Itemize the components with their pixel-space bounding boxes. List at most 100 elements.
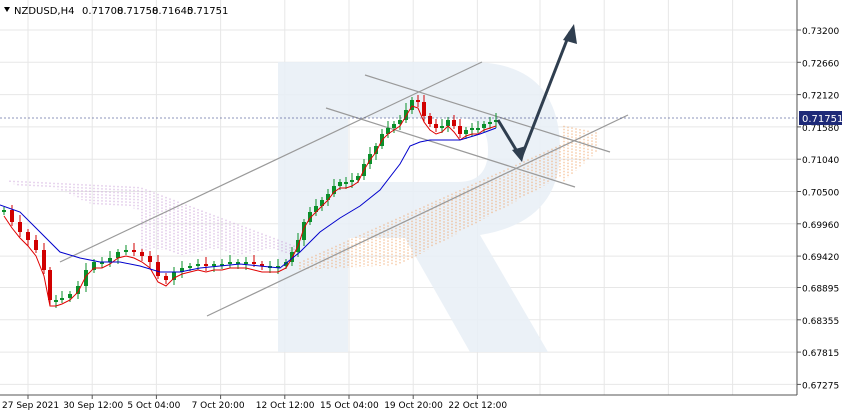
dropdown-triangle-icon[interactable] bbox=[4, 7, 10, 12]
time-tick-label: 15 Oct 04:00 bbox=[320, 401, 379, 411]
candle-body bbox=[228, 262, 232, 264]
high-value: 0.71758 bbox=[117, 6, 158, 17]
close-value: 0.71751 bbox=[187, 6, 228, 17]
candle-body bbox=[140, 252, 144, 256]
time-axis[interactable]: 27 Sep 2021 30 Sep 12:00 5 Oct 04:00 7 Oct … bbox=[2, 395, 507, 411]
watermark-logo bbox=[278, 62, 560, 352]
current-price-marker: 0.71751 bbox=[0, 111, 843, 125]
candle-body bbox=[196, 264, 200, 266]
candle-body bbox=[488, 122, 492, 124]
price-tick-label: 0.68895 bbox=[802, 285, 839, 295]
candle-body bbox=[34, 240, 38, 250]
low-value: 0.71645 bbox=[152, 6, 193, 17]
candle-body bbox=[404, 110, 408, 120]
candle-body bbox=[180, 268, 184, 272]
trend-line[interactable] bbox=[325, 107, 576, 188]
candle-body bbox=[212, 264, 216, 266]
candle-body bbox=[476, 128, 480, 130]
candle-body bbox=[434, 124, 438, 128]
candle-body bbox=[332, 186, 336, 194]
candle-body bbox=[48, 270, 52, 300]
candle-body bbox=[386, 128, 390, 134]
candle-body bbox=[350, 180, 354, 182]
candle-body bbox=[68, 294, 72, 298]
price-tick-label: 0.68355 bbox=[802, 317, 839, 327]
price-tick-label: 0.70500 bbox=[802, 189, 839, 199]
candle-body bbox=[482, 124, 486, 128]
candle-body bbox=[284, 262, 288, 266]
candle-body bbox=[320, 200, 324, 206]
price-tick-label: 0.72120 bbox=[802, 92, 839, 102]
ichimoku-lines bbox=[0, 105, 497, 307]
open-value: 0.71708 bbox=[82, 6, 123, 17]
candle-body bbox=[356, 176, 360, 180]
candle-body bbox=[164, 276, 168, 280]
candle-body bbox=[116, 252, 120, 258]
price-tick-label: 0.73200 bbox=[802, 27, 839, 37]
candle-body bbox=[470, 128, 474, 130]
trend-line[interactable] bbox=[364, 74, 611, 153]
time-tick-label: 22 Oct 12:00 bbox=[448, 401, 507, 411]
arrow-head-up-icon bbox=[563, 24, 577, 44]
candle-body bbox=[92, 262, 96, 270]
candle-body bbox=[338, 182, 342, 186]
candle-body bbox=[458, 126, 462, 134]
forecast-arrows[interactable] bbox=[496, 24, 577, 162]
candle-body bbox=[428, 116, 432, 124]
candle-body bbox=[26, 232, 30, 240]
ichimoku-cloud bbox=[9, 125, 597, 270]
chart-header: NZDUSD,H4 0.71708 0.71758 0.71645 0.7175… bbox=[4, 6, 228, 17]
candle-body bbox=[108, 258, 112, 262]
candle-body bbox=[302, 222, 306, 240]
current-price-label: 0.71751 bbox=[802, 114, 843, 125]
candle-body bbox=[464, 130, 468, 134]
candle-body bbox=[416, 100, 420, 102]
candle-body bbox=[398, 120, 402, 124]
forecast-arrow-up[interactable] bbox=[519, 31, 572, 159]
candle-body bbox=[236, 262, 240, 264]
candle-body bbox=[410, 100, 414, 110]
kijun-sen-line bbox=[0, 127, 497, 273]
price-tick-label: 0.71040 bbox=[802, 156, 839, 166]
candle-body bbox=[124, 250, 128, 252]
price-axis[interactable]: 0.73200 0.72660 0.72120 0.71580 0.71040 0.705… bbox=[797, 27, 839, 391]
candle-body bbox=[326, 194, 330, 200]
candle-body bbox=[452, 120, 456, 126]
candle-body bbox=[344, 182, 348, 184]
price-tick-label: 0.67275 bbox=[802, 381, 839, 391]
time-tick-label: 12 Oct 12:00 bbox=[256, 401, 315, 411]
candle-body bbox=[132, 250, 136, 252]
candle-body bbox=[100, 262, 104, 264]
candle-body bbox=[494, 120, 498, 122]
price-tick-label: 0.69960 bbox=[802, 221, 839, 231]
price-tick-label: 0.71580 bbox=[802, 124, 839, 134]
candle-body bbox=[84, 270, 88, 286]
trend-line[interactable] bbox=[59, 61, 483, 263]
symbol-timeframe: NZDUSD,H4 bbox=[14, 6, 74, 17]
candle-body bbox=[172, 272, 176, 280]
time-tick-label: 5 Oct 04:00 bbox=[127, 401, 180, 411]
trend-line[interactable] bbox=[206, 114, 629, 317]
price-tick-label: 0.67815 bbox=[802, 349, 839, 359]
candle-body bbox=[374, 146, 378, 154]
time-tick-label: 27 Sep 2021 bbox=[2, 401, 59, 411]
candle-body bbox=[220, 264, 224, 266]
candle-body bbox=[188, 266, 192, 268]
trend-lines[interactable] bbox=[59, 61, 629, 317]
time-tick-label: 7 Oct 20:00 bbox=[192, 401, 245, 411]
candle-body bbox=[54, 300, 58, 302]
candle-body bbox=[440, 126, 444, 128]
candle-body bbox=[2, 210, 6, 212]
candle-body bbox=[42, 250, 46, 270]
candle-body bbox=[204, 264, 208, 266]
logo-watermark bbox=[278, 62, 560, 352]
candle-body bbox=[276, 266, 280, 268]
candle-body bbox=[368, 154, 372, 164]
candle-body bbox=[76, 286, 80, 294]
candle-body bbox=[10, 210, 14, 222]
candle-body bbox=[422, 102, 426, 116]
candle-body bbox=[252, 262, 256, 264]
candle-body bbox=[148, 256, 152, 262]
